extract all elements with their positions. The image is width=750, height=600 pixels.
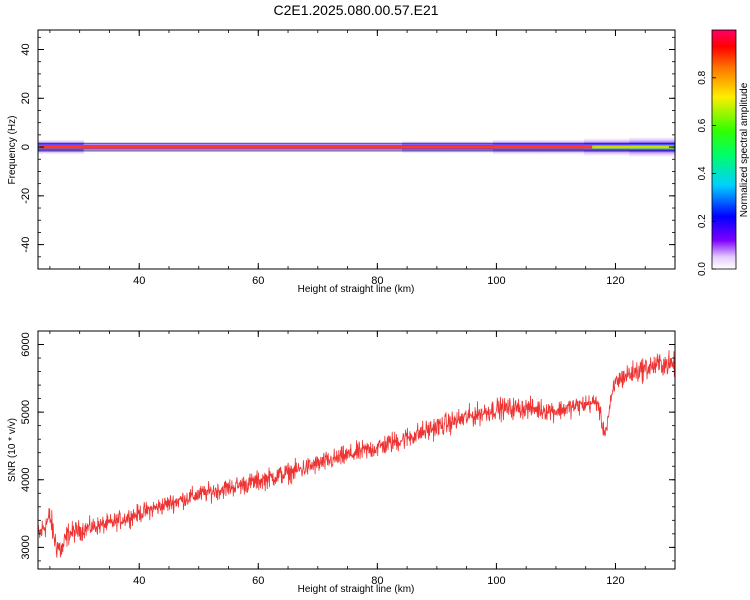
spectrogram-y-tick-label: 40 [20, 43, 32, 55]
snr-y-axis-title: SNR (10 * v/v) [7, 418, 18, 482]
spectrogram-frame [37, 29, 676, 270]
colorbar-tick-label: 0.6 [697, 118, 708, 132]
spectrogram-y-tick-label: 20 [20, 92, 32, 104]
colorbar-ticks: 0.0 0.2 0.4 0.6 0.8 [697, 70, 716, 276]
spectrogram-core-line [40, 145, 595, 149]
snr-x-tick-label: 120 [606, 575, 624, 587]
colorbar-title: Normalized spectral amplitude [739, 82, 750, 217]
colorbar-tick-label: 0.8 [697, 70, 708, 84]
spectrogram-x-tick-label: 120 [606, 275, 624, 287]
snr-x-tick-label: 60 [252, 575, 264, 587]
spectrogram-y-tick-label: 0 [20, 144, 32, 150]
spectrogram-band [38, 137, 676, 157]
snr-y-tick-label: 6000 [20, 332, 32, 356]
spectrogram-ticks: 40 60 80 100 120 -40 -20 0 20 40 [20, 30, 676, 287]
snr-x-tick-label: 80 [371, 575, 383, 587]
snr-ticks: 40 60 80 100 120 3000 4000 5000 6000 [20, 330, 676, 587]
spectrogram-y-axis-title: Frequency (Hz) [7, 116, 18, 185]
snr-x-tick-label: 40 [133, 575, 145, 587]
snr-y-tick-label: 3000 [20, 535, 32, 559]
spectrogram-x-axis-title: Height of straight line (km) [298, 284, 415, 295]
spectrogram-core-line-end [592, 145, 673, 149]
colorbar-gradient [711, 29, 737, 270]
spectrogram-x-tick-label: 100 [487, 275, 505, 287]
snr-x-tick-label: 100 [487, 575, 505, 587]
snr-x-axis-title: Height of straight line (km) [298, 584, 415, 595]
colorbar-tick-label: 0.2 [697, 214, 708, 228]
spectrogram-x-tick-label: 60 [252, 275, 264, 287]
snr-y-tick-label: 4000 [20, 468, 32, 492]
spectrogram-y-tick-label: -20 [20, 188, 32, 204]
snr-frame [37, 330, 676, 570]
figure-title: C2E1.2025.080.00.57.E21 [273, 2, 438, 18]
colorbar: 0.0 0.2 0.4 0.6 0.8 Normalized spectral ampl… [697, 29, 750, 276]
colorbar-tick-label: 0.0 [697, 262, 708, 276]
colorbar-tick-label: 0.4 [697, 166, 708, 180]
spectrogram-panel: 40 60 80 100 120 -40 -20 0 20 40 Height of straig… [7, 29, 676, 295]
snr-panel: 40 60 80 100 120 3000 4000 5000 6000 Height of s… [7, 330, 676, 595]
spectrogram-x-tick-label: 40 [133, 275, 145, 287]
snr-y-tick-label: 5000 [20, 400, 32, 424]
snr-series-line [38, 350, 675, 558]
spectrogram-y-tick-label: -40 [20, 237, 32, 253]
spectrogram-x-tick-label: 80 [371, 275, 383, 287]
